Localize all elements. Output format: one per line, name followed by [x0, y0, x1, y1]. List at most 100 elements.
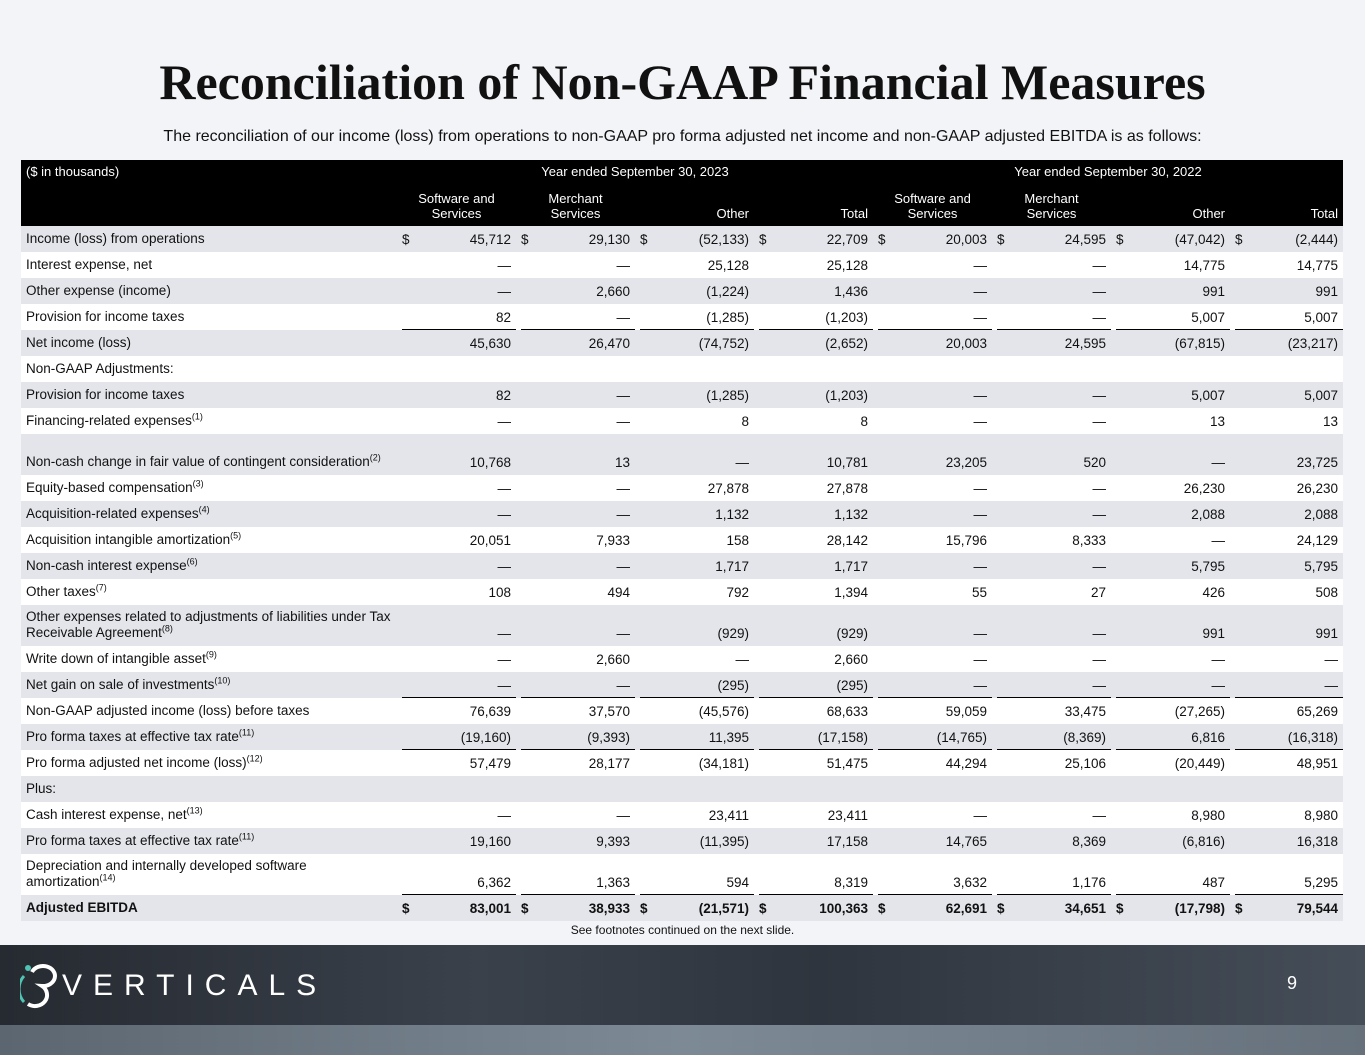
value-cell: —: [992, 252, 1112, 278]
value: 5,007: [1304, 388, 1339, 403]
value-wrap: —: [878, 808, 988, 823]
value-cell: —: [992, 408, 1112, 434]
value: 2,660: [596, 652, 630, 667]
value: —: [973, 284, 988, 299]
value-cell: $22,709: [754, 226, 874, 252]
currency-symbol: $: [1235, 901, 1243, 916]
value: 1,176: [1072, 875, 1107, 890]
value: 25,128: [826, 258, 869, 273]
value: 1,436: [834, 284, 869, 299]
value-wrap: 33,475: [997, 704, 1106, 719]
value-cell: —: [516, 304, 635, 330]
value-wrap: 1,394: [759, 585, 868, 600]
value-cell: 1,717: [635, 553, 754, 579]
value: 594: [726, 875, 749, 890]
value: —: [1092, 808, 1107, 823]
value: (34,181): [698, 756, 749, 771]
value: —: [973, 678, 988, 693]
value: (14,765): [936, 730, 988, 745]
footnote-ref: (1): [191, 411, 203, 422]
column-header-text: Other: [716, 206, 749, 221]
value-wrap: 7,933: [521, 533, 630, 548]
value-cell: —: [873, 802, 993, 828]
value: —: [735, 455, 750, 470]
value-cell: $100,363: [754, 895, 874, 921]
row-label: Non-cash interest expense(6): [21, 553, 397, 579]
value-wrap: 158: [640, 533, 749, 548]
row-label-text: Non-cash change in fair value of conting…: [26, 454, 370, 469]
value: 45,630: [469, 336, 511, 351]
value-cell: 7,933: [516, 527, 635, 553]
value-cell: 1,132: [754, 501, 874, 527]
value-cell: (1,285): [635, 382, 754, 408]
value-wrap: 51,475: [759, 756, 868, 771]
currency-symbol: $: [402, 232, 410, 247]
value-wrap: 76,639: [402, 704, 511, 719]
value: (295): [717, 678, 749, 693]
table-row: Other expense (income) — 2,660 (1,224) 1,436…: [21, 278, 1344, 304]
table-row: Provision for income taxes 82 — (1,285) (1,2…: [21, 382, 1344, 408]
footnote-ref: (3): [192, 478, 204, 489]
value: (19,160): [460, 730, 511, 745]
value-cell: 5,795: [1111, 553, 1231, 579]
value: 38,933: [588, 901, 630, 916]
value: (17,798): [1174, 901, 1226, 916]
value: 100,363: [819, 901, 869, 916]
value-wrap: —: [997, 414, 1107, 429]
value-wrap: 991: [1116, 626, 1225, 641]
value: —: [1324, 678, 1339, 693]
value-cell: 55: [873, 579, 993, 605]
value: 27: [1090, 585, 1107, 600]
value-wrap: 55: [878, 585, 987, 600]
value-cell: 20,003: [873, 330, 993, 356]
value: —: [616, 258, 631, 273]
table-row: Pro forma adjusted net income (loss)(12)…: [21, 750, 1344, 776]
value: 8,980: [1304, 808, 1339, 823]
value-wrap: (929): [759, 626, 869, 641]
value: 1,132: [715, 507, 749, 522]
value-wrap: 82: [402, 310, 511, 325]
value: 426: [1202, 585, 1226, 600]
value-wrap: 14,775: [1235, 258, 1338, 273]
value-cell: $20,003: [873, 226, 993, 252]
value-cell: 15,796: [873, 527, 993, 553]
value: —: [497, 678, 512, 693]
value: 1,363: [596, 875, 630, 890]
row-label: Net gain on sale of investments(10): [21, 672, 397, 698]
value: (45,576): [698, 704, 749, 719]
column-header: Merchant Services: [516, 184, 635, 226]
value-cell: (45,576): [635, 698, 754, 724]
value-cell: $79,544: [1230, 895, 1344, 921]
value-cell: (14,765): [873, 724, 993, 750]
value: 24,129: [1296, 533, 1339, 548]
value: 68,633: [826, 704, 869, 719]
footnote-ref: (4): [198, 504, 210, 515]
value: 57,479: [469, 756, 511, 771]
value-wrap: 25,128: [759, 258, 868, 273]
value-cell: 44,294: [873, 750, 993, 776]
column-header: Software and Services: [397, 184, 516, 226]
value-wrap: $ (52,133): [640, 232, 749, 247]
reconciliation-table: ($ in thousands) Year ended September 30…: [21, 160, 1344, 921]
value-wrap: $38,933: [521, 901, 630, 916]
value-cell: —: [873, 501, 993, 527]
footnote-ref: (13): [186, 805, 203, 816]
table-row: Income (loss) from operations $45,712 $29,…: [21, 226, 1344, 252]
row-label-text: Acquisition intangible amortization: [26, 532, 231, 547]
value: 26,230: [1296, 481, 1339, 496]
value: 13: [1323, 414, 1339, 429]
value-wrap: 26,230: [1116, 481, 1225, 496]
value: 14,775: [1296, 258, 1339, 273]
row-label-text: Adjusted EBITDA: [26, 900, 138, 915]
subtitle: The reconciliation of our income (loss) …: [163, 128, 1202, 145]
value-cell: 1,717: [754, 553, 874, 579]
value-wrap: $22,709: [759, 232, 868, 247]
value-cell: 20,051: [397, 527, 516, 553]
row-label-text: Non-GAAP adjusted income (loss) before t…: [26, 703, 310, 718]
table-row: Pro forma taxes at effective tax rate(11…: [21, 724, 1344, 750]
table-row: Other taxes(7) 108 494 792 1,394 55 27 426 508: [21, 579, 1344, 605]
value-wrap: —: [997, 507, 1107, 522]
value-cell: $ (2,444): [1230, 226, 1344, 252]
value-wrap: $34,651: [997, 901, 1106, 916]
value-wrap: 17,158: [759, 834, 868, 849]
